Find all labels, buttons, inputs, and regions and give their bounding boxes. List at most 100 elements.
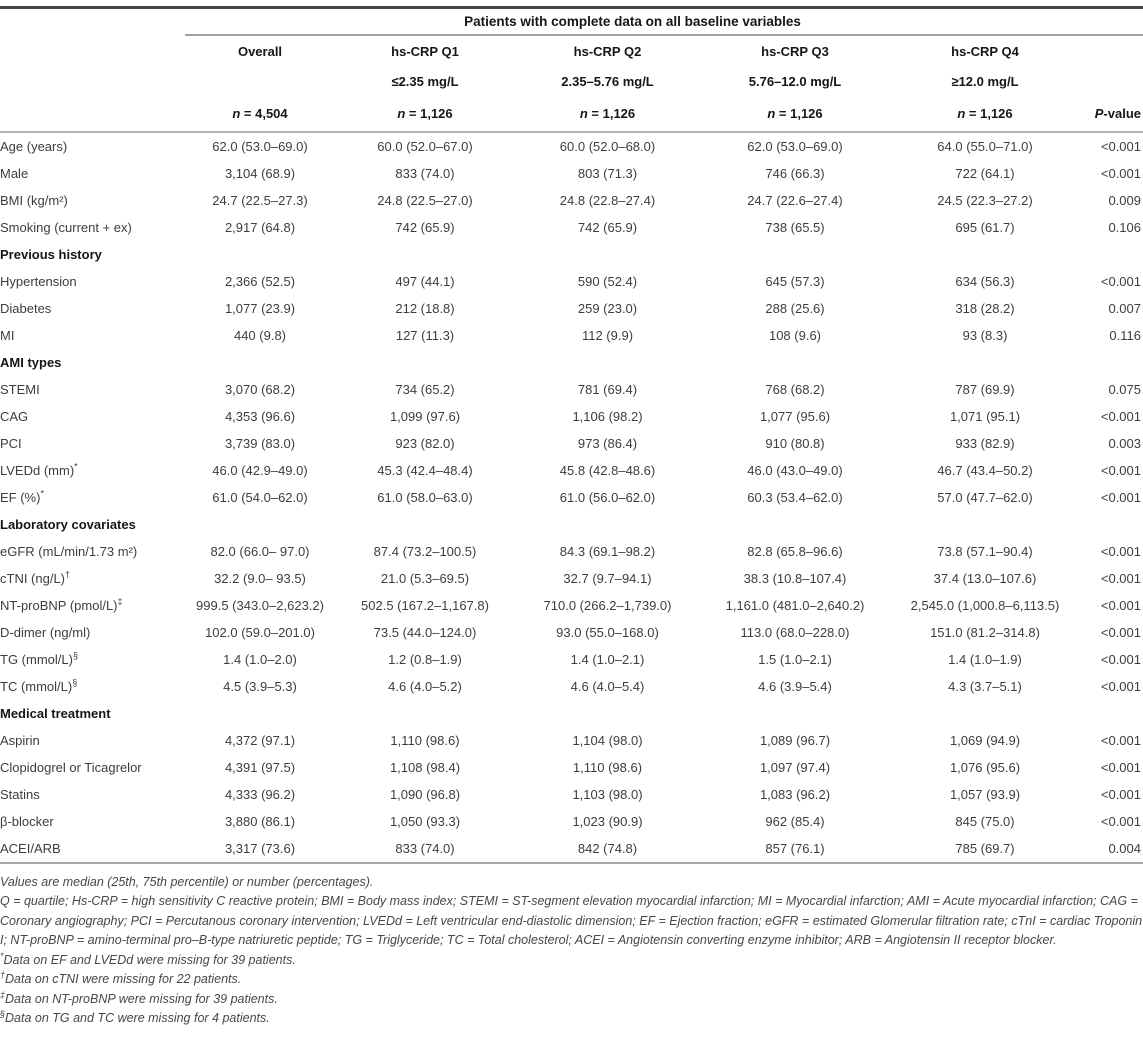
cell-value: 4.6 (3.9–5.4) (758, 678, 832, 694)
n-spacer (0, 96, 185, 133)
cell-value: 787 (69.9) (955, 381, 1015, 397)
cell-value: 999.5 (343.0–2,623.2) (196, 597, 324, 613)
cell-value: 645 (57.3) (765, 273, 825, 289)
column-title-row: Overall hs-CRP Q1 hs-CRP Q2 hs-CRP Q3 hs… (0, 35, 1143, 67)
table-row: Age (years) 62.0 (53.0–69.0) 60.0 (52.0–67… (0, 132, 1143, 160)
cell-value: 497 (44.1) (395, 273, 455, 289)
empty-cell (1080, 349, 1143, 376)
cell-value: 4.6 (4.0–5.2) (388, 678, 462, 694)
table-row: MI 440 (9.8) 127 (11.3) 112 (9.9) 108 (9.6) 9… (0, 322, 1143, 349)
cell-value: 1.2 (0.8–1.9) (388, 651, 462, 667)
cell-value: 746 (66.3) (765, 165, 825, 181)
n-q3: n = 1,126 (700, 96, 890, 133)
cell-value: 62.0 (53.0–69.0) (747, 138, 843, 154)
values-note: Values are median (25th, 75th percentile… (0, 874, 374, 889)
cell-value: 32.7 (9.7–94.1) (563, 570, 652, 586)
cell-value: 24.7 (22.5–27.3) (212, 192, 308, 208)
cell-value: 857 (76.1) (765, 840, 825, 856)
p-value: 0.106 (1108, 219, 1141, 235)
cell-value: 84.3 (69.1–98.2) (559, 543, 656, 559)
table-row: ACEI/ARB 3,317 (73.6) 833 (74.0) 842 (74.8)… (0, 835, 1143, 863)
section-row: Previous history (0, 241, 1143, 268)
row-label: eGFR (mL/min/1.73 m²) (0, 543, 138, 559)
cell-value: 38.3 (10.8–107.4) (743, 570, 847, 586)
column-header-q4: hs-CRP Q4 (951, 43, 1019, 59)
table-row: STEMI 3,070 (68.2) 734 (65.2) 781 (69.4) 768… (0, 376, 1143, 403)
cell-value: 781 (69.4) (577, 381, 638, 397)
column-range-row: ≤2.35 mg/L 2.35–5.76 mg/L 5.76–12.0 mg/L… (0, 67, 1143, 97)
column-header-q2: hs-CRP Q2 (573, 43, 642, 59)
empty-cell (1080, 511, 1143, 538)
cell-value: 3,880 (86.1) (224, 813, 296, 829)
n-q4: n = 1,126 (890, 96, 1080, 133)
cell-value: 57.0 (47.7–62.0) (937, 489, 1033, 505)
cell-value: 60.3 (53.4–62.0) (747, 489, 843, 505)
cell-value: 93.0 (55.0–168.0) (556, 624, 659, 640)
cell-value: 1,110 (98.6) (390, 732, 460, 748)
cell-value: 4.6 (4.0–5.4) (570, 678, 645, 694)
table-header: Patients with complete data on all basel… (0, 7, 1143, 133)
p-value: <0.001 (1100, 678, 1141, 694)
cell-value: 785 (69.7) (955, 840, 1015, 856)
p-value: 0.009 (1108, 192, 1141, 208)
section-label: Medical treatment (0, 705, 111, 721)
cell-value: 1,099 (97.6) (389, 408, 461, 424)
footnote-marker: * (0, 950, 4, 961)
cell-value: 37.4 (13.0–107.6) (933, 570, 1037, 586)
cell-value: 60.0 (52.0–67.0) (377, 138, 473, 154)
cell-value: 24.5 (22.3–27.2) (937, 192, 1033, 208)
table-row: CAG 4,353 (96.6) 1,099 (97.6) 1,106 (98.2) 1… (0, 403, 1143, 430)
cell-value: 1,023 (90.9) (572, 813, 643, 829)
cell-value: 3,739 (83.0) (224, 435, 296, 451)
cell-value: 1,069 (94.9) (949, 732, 1021, 748)
empty-cell (185, 511, 335, 538)
table-row: eGFR (mL/min/1.73 m²) 82.0 (66.0– 97.0) 87… (0, 538, 1143, 565)
label-column-header (0, 35, 185, 67)
cell-value: 1,106 (98.2) (572, 408, 643, 424)
range-q2: 2.35–5.76 mg/L (561, 74, 654, 89)
cell-value: 4,391 (97.5) (224, 759, 296, 775)
cell-value: 1,110 (98.6) (572, 759, 643, 775)
footnote-marker: § (0, 1008, 6, 1019)
row-label: PCI (0, 435, 22, 451)
cell-value: 1,083 (96.2) (759, 786, 831, 802)
column-header-p-spacer (1080, 35, 1143, 67)
p-value: <0.001 (1100, 732, 1141, 748)
empty-cell (515, 241, 700, 268)
empty-cell (890, 241, 1080, 268)
p-value: <0.001 (1100, 408, 1141, 424)
spanning-header-row: Patients with complete data on all basel… (0, 7, 1143, 36)
empty-cell (335, 241, 515, 268)
cell-value: 910 (80.8) (765, 435, 825, 451)
cell-value: 845 (75.0) (955, 813, 1015, 829)
empty-cell (515, 511, 700, 538)
cell-value: 112 (9.9) (581, 327, 634, 343)
range-overall (185, 67, 335, 97)
cell-value: 1,089 (96.7) (759, 732, 831, 748)
cell-value: 2,545.0 (1,000.8–6,113.5) (910, 597, 1060, 613)
cell-value: 1,077 (23.9) (224, 300, 296, 316)
section-row: Laboratory covariates (0, 511, 1143, 538)
cell-value: 93 (8.3) (962, 327, 1008, 343)
cell-value: 973 (86.4) (577, 435, 638, 451)
row-label: Aspirin (0, 732, 40, 748)
table-row: NT-proBNP (pmol/L)‡ 999.5 (343.0–2,623.2)… (0, 592, 1143, 619)
footnote-marker: § (72, 677, 78, 688)
n-overall: n = 4,504 (185, 96, 335, 133)
row-label: cTNI (ng/L)† (0, 569, 71, 586)
cell-value: 108 (9.6) (768, 327, 822, 343)
cell-value: 1,097 (97.4) (759, 759, 831, 775)
section-row: Medical treatment (0, 700, 1143, 727)
cell-value: 24.8 (22.5–27.0) (377, 192, 473, 208)
table-row: TG (mmol/L)§ 1.4 (1.0–2.0) 1.2 (0.8–1.9) 1.… (0, 646, 1143, 673)
cell-value: 1,104 (98.0) (572, 732, 643, 748)
missing-data-note: *Data on EF and LVEDd were missing for 3… (0, 950, 296, 967)
cell-value: 318 (28.2) (955, 300, 1015, 316)
cell-value: 590 (52.4) (577, 273, 638, 289)
empty-cell (890, 700, 1080, 727)
row-label: EF (%)* (0, 488, 44, 505)
cell-value: 151.0 (81.2–314.8) (930, 624, 1040, 640)
p-value: <0.001 (1100, 786, 1141, 802)
section-label: Laboratory covariates (0, 516, 136, 532)
row-label: Diabetes (0, 300, 52, 316)
